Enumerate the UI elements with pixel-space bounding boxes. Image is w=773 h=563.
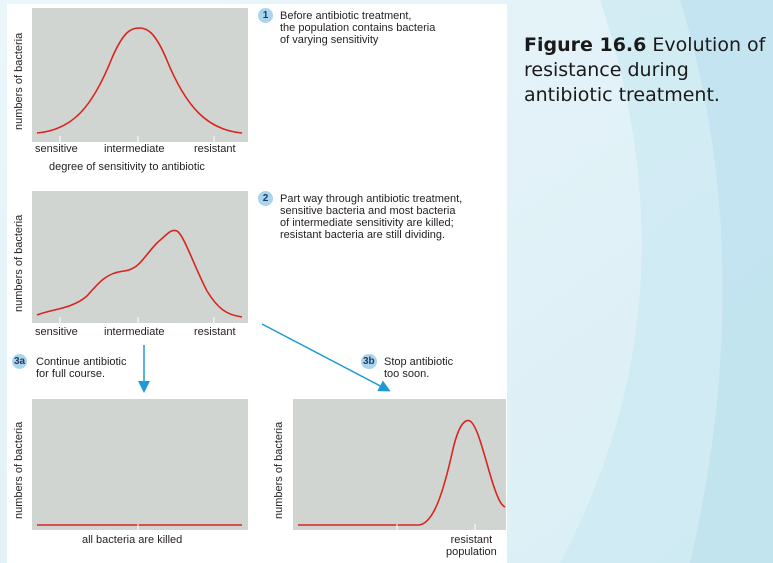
tick-intermediate-1: intermediate: [104, 143, 165, 155]
tick-sensitive-1: sensitive: [35, 143, 78, 155]
plot-panel-2: [32, 191, 248, 323]
step-badge-2: 2: [258, 191, 273, 206]
plot-panel-3b: [293, 399, 506, 530]
tick-sensitive-2: sensitive: [35, 326, 78, 338]
tick-resistant-1: resistant: [194, 143, 236, 155]
step-badge-3a: 3a: [12, 354, 28, 369]
curve-panel-3b: [298, 419, 506, 530]
curve-panel-1: [36, 27, 243, 142]
step-text-3a: Continue antibiotic for full course.: [36, 356, 127, 380]
step-text-1: Before antibiotic treatment, the populat…: [280, 10, 436, 46]
step-badge-3b: 3b: [361, 354, 377, 369]
arrow-to-3b: [261, 323, 391, 392]
plot-panel-3a: [32, 399, 248, 530]
panel-3a-label: all bacteria are killed: [82, 534, 183, 546]
x-axis-title-1: degree of sensitivity to antibiotic: [49, 161, 205, 173]
plot-panel-1: [32, 8, 248, 142]
figure-caption: Figure 16.6 Evolution of resistance duri…: [524, 33, 769, 108]
tick-resistant-2: resistant: [194, 326, 236, 338]
figure-caption-label: Figure 16.6: [524, 34, 647, 56]
figure-caption-text: Evolution of resistance during antibioti…: [524, 34, 766, 106]
step-text-3b: Stop antibiotic too soon.: [384, 356, 454, 380]
step-badge-1: 1: [258, 8, 273, 23]
tick-intermediate-2: intermediate: [104, 326, 165, 338]
step-text-2: Part way through antibiotic treatment, s…: [280, 193, 463, 241]
panel-3b-label: resistant population: [446, 534, 497, 558]
curve-panel-3a: [37, 524, 242, 530]
curve-panel-2: [36, 229, 243, 323]
